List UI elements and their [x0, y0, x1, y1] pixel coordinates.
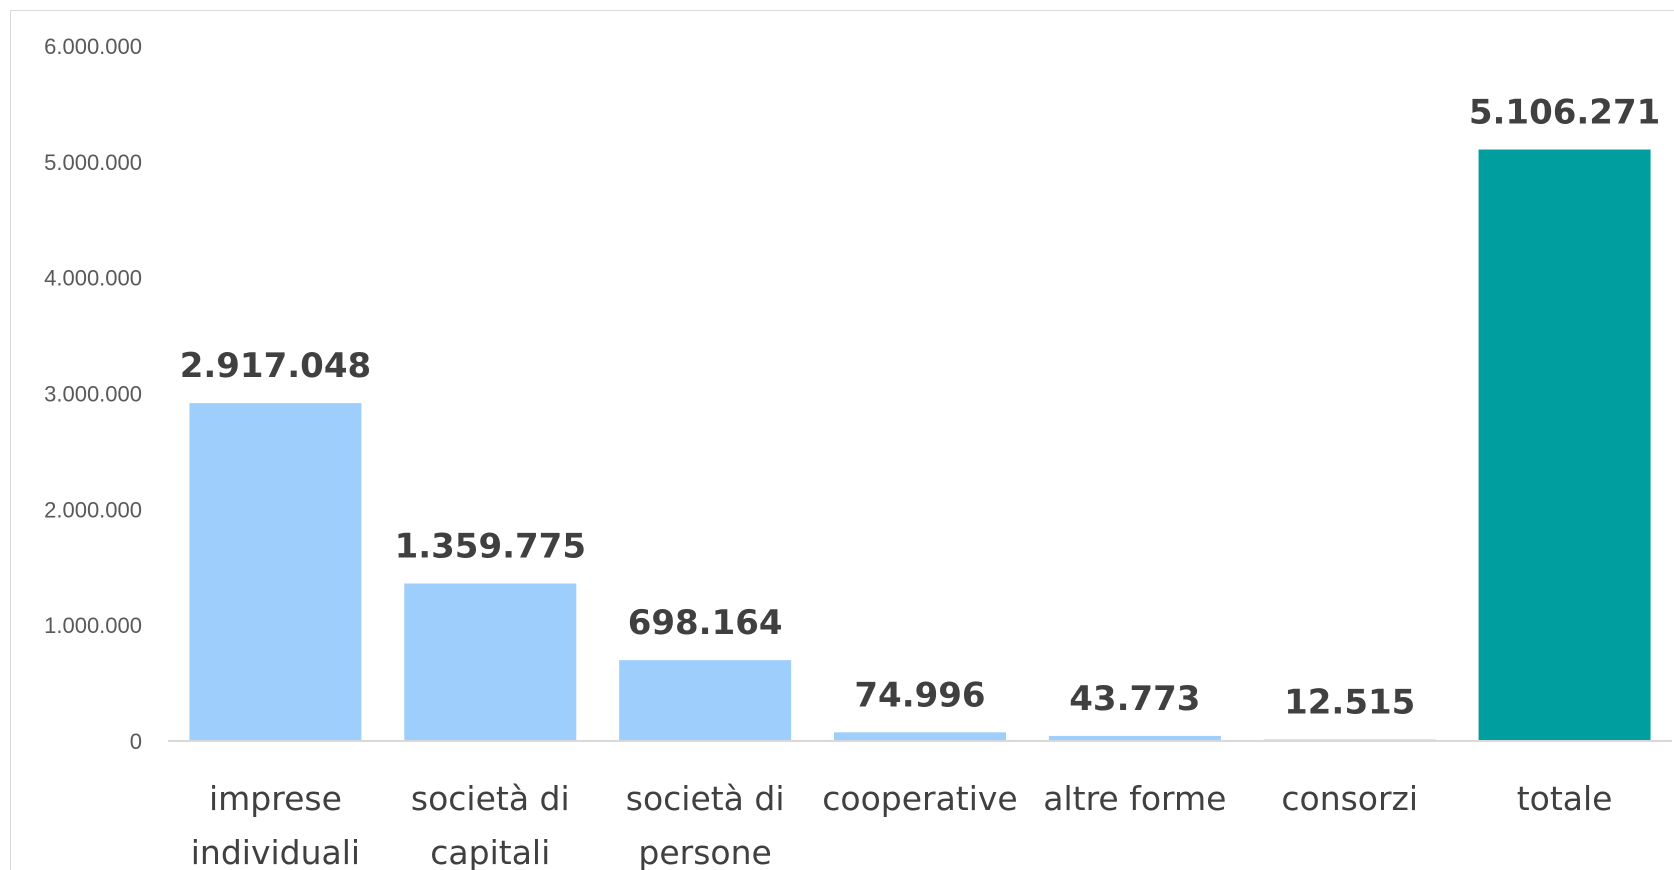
- data-label: 5.106.271: [1469, 93, 1660, 133]
- chart-frame: [10, 10, 1674, 870]
- x-category-label: totale: [1517, 779, 1613, 818]
- y-tick-label: 0: [130, 729, 142, 754]
- bar: [619, 660, 792, 741]
- data-label: 1.359.775: [395, 526, 586, 566]
- data-label: 43.773: [1069, 679, 1200, 719]
- y-tick-label: 2.000.000: [44, 497, 142, 522]
- bar: [834, 732, 1006, 741]
- y-tick-label: 5.000.000: [44, 150, 142, 175]
- data-label: 12.515: [1284, 683, 1415, 723]
- y-tick-label: 4.000.000: [44, 266, 142, 291]
- y-tick-label: 6.000.000: [44, 34, 142, 59]
- bar: [1048, 735, 1221, 741]
- x-category-label: altre forme: [1043, 779, 1226, 818]
- bar: [189, 403, 362, 741]
- x-category-label: persone: [638, 833, 771, 870]
- x-category-label: imprese: [209, 779, 342, 818]
- data-label: 2.917.048: [180, 346, 371, 386]
- data-label: 698.164: [628, 603, 783, 643]
- x-category-label: individuali: [191, 833, 360, 870]
- bar: [1478, 149, 1651, 741]
- y-tick-label: 3.000.000: [44, 382, 142, 407]
- x-category-label: cooperative: [822, 779, 1018, 818]
- x-category-label: società di: [411, 779, 570, 818]
- y-tick-label: 1.000.000: [44, 613, 142, 638]
- x-category-label: consorzi: [1281, 779, 1418, 818]
- x-category-label: capitali: [430, 833, 550, 870]
- data-label: 74.996: [854, 675, 985, 715]
- x-category-label: società di: [626, 779, 785, 818]
- bar: [404, 583, 577, 741]
